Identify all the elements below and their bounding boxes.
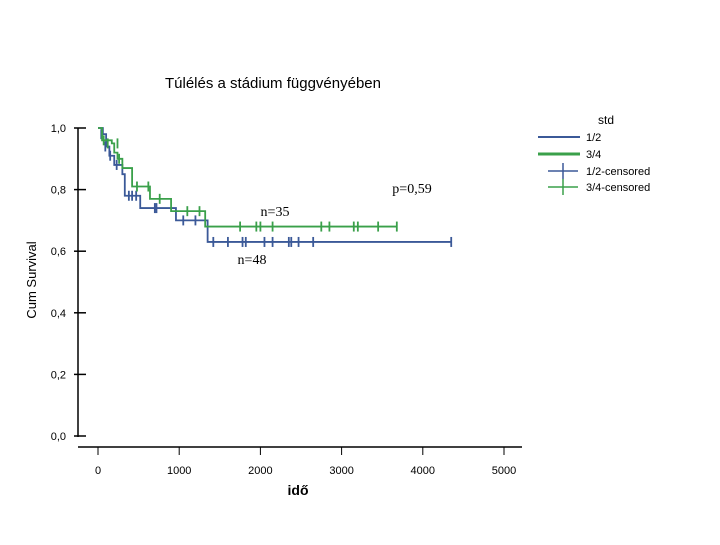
x-tick-label: 3000 (329, 465, 353, 477)
legend-title: std (598, 113, 614, 127)
chart-title: Túlélés a stádium függvényében (165, 75, 381, 92)
p-value-annotation: p=0,59 (392, 182, 431, 197)
x-tick-label: 2000 (248, 465, 272, 477)
legend-label-group34-censored: 3/4-censored (586, 182, 650, 194)
n35-annotation: n=35 (261, 205, 290, 220)
legend-label-group12: 1/2 (586, 132, 601, 144)
y-tick-label: 0,8 (51, 185, 66, 197)
y-ticks: 0,0 0,2 0,4 0,6 0,8 1,0 (51, 123, 86, 443)
n48-annotation: n=48 (238, 253, 267, 268)
x-axis-label: idő (288, 482, 309, 498)
y-axis-label: Cum Survival (24, 241, 39, 318)
y-tick-label: 1,0 (51, 123, 66, 135)
x-tick-label: 1000 (167, 465, 191, 477)
legend-label-group12-censored: 1/2-censored (586, 166, 650, 178)
x-tick-label: 0 (95, 465, 101, 477)
y-tick-label: 0,6 (51, 246, 66, 258)
y-tick-label: 0,0 (51, 431, 66, 443)
legend: std 1/2 3/4 1/2-censored 3/4-censored (538, 113, 650, 195)
legend-swatch-group34-censored (548, 179, 578, 195)
legend-swatch-group12-censored (548, 163, 578, 179)
legend-label-group34: 3/4 (586, 149, 601, 161)
y-tick-label: 0,4 (51, 308, 66, 320)
x-tick-label: 5000 (492, 465, 516, 477)
x-tick-label: 4000 (411, 465, 435, 477)
x-ticks: 0 1000 2000 3000 4000 5000 (95, 447, 516, 477)
series-layer (98, 127, 453, 247)
survival-curve-group12 (98, 127, 452, 243)
survival-curve-group34 (98, 127, 397, 228)
y-tick-label: 0,2 (51, 369, 66, 381)
